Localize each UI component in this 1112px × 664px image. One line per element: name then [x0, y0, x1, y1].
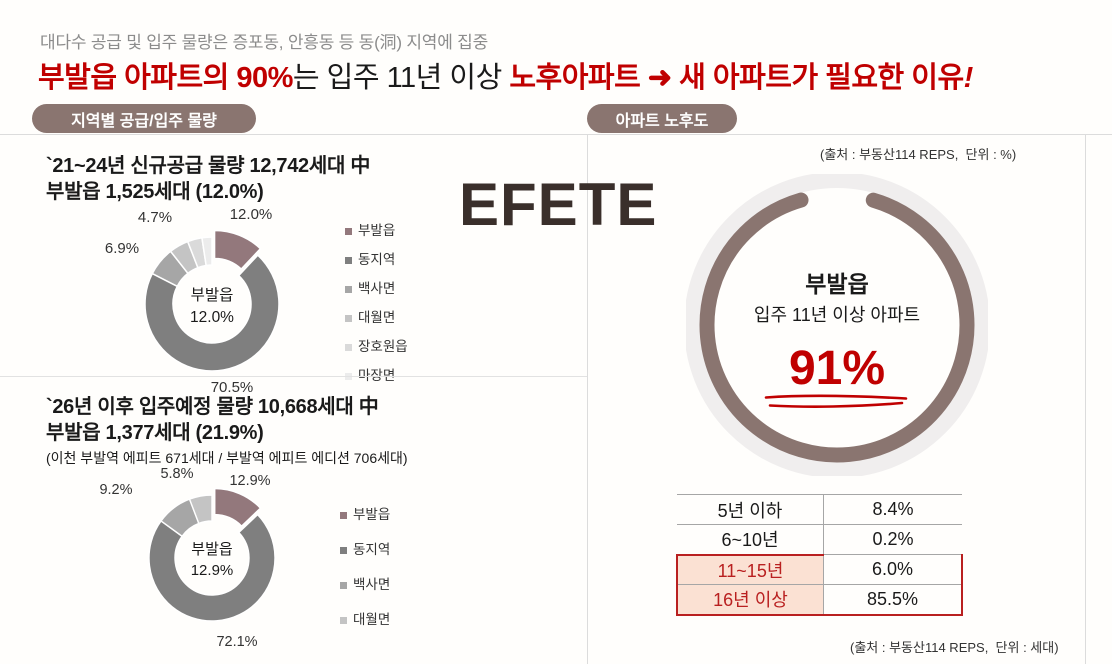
svg-text:4.7%: 4.7% — [138, 209, 172, 226]
svg-text:9.2%: 9.2% — [99, 482, 132, 498]
svg-text:5.8%: 5.8% — [160, 466, 193, 482]
svg-text:72.1%: 72.1% — [216, 634, 257, 650]
svg-text:12.9%: 12.9% — [229, 473, 270, 489]
svg-text:12.9%: 12.9% — [191, 562, 234, 579]
svg-text:부발읍: 부발읍 — [191, 541, 232, 558]
svg-text:12.0%: 12.0% — [230, 206, 273, 223]
svg-text:6.9%: 6.9% — [105, 240, 139, 257]
svg-text:12.0%: 12.0% — [190, 309, 234, 326]
svg-text:부발읍: 부발읍 — [191, 286, 234, 304]
